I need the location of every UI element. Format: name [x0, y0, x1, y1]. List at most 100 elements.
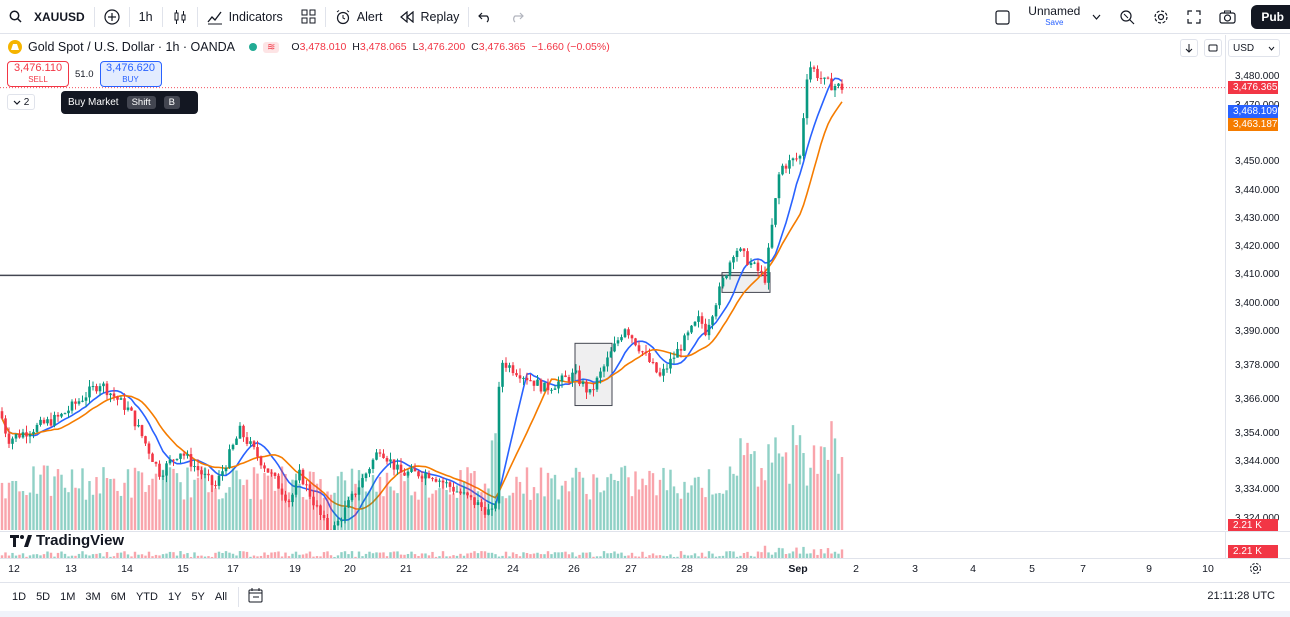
range-ytd[interactable]: YTD: [135, 590, 158, 603]
chart-type-button[interactable]: [163, 0, 197, 34]
volume-pane-bar: [494, 554, 497, 558]
volume-pane-bar: [515, 554, 518, 558]
range-1y[interactable]: 1Y: [167, 590, 182, 603]
candle: [347, 497, 350, 508]
candle: [385, 455, 389, 465]
price-tick: 3,378.000: [1235, 359, 1280, 371]
range-all[interactable]: All: [214, 590, 228, 603]
arrow-down-icon: [1185, 43, 1193, 53]
volume-bar: [77, 488, 81, 530]
indicator-collapse-button[interactable]: 2: [7, 94, 35, 110]
price-axis[interactable]: 3,490.0003,480.0003,470.0003,450.0003,44…: [1225, 35, 1290, 532]
templates-button[interactable]: [292, 0, 325, 34]
volume-bar: [630, 496, 634, 530]
volume-bar: [196, 477, 200, 530]
sell-button[interactable]: 3,476.110 SELL: [7, 61, 69, 87]
price-tick: 3,344.000: [1235, 456, 1280, 468]
volume-bar: [270, 469, 273, 530]
candle: [46, 416, 49, 426]
undo-button[interactable]: [469, 0, 501, 34]
volume-pane-bar: [550, 554, 553, 558]
quick-search-button[interactable]: [1110, 0, 1144, 34]
price-tick: 3,366.000: [1235, 393, 1280, 405]
candle: [406, 469, 410, 478]
interval-button[interactable]: 1h: [130, 0, 162, 34]
volume-pane-bar: [231, 553, 235, 558]
snapshot-button[interactable]: [1210, 0, 1245, 34]
volume-pane-bar: [333, 556, 336, 558]
candle: [543, 382, 546, 392]
candle: [42, 417, 46, 425]
volume-pane-bar: [35, 554, 39, 558]
volume-bar: [105, 478, 109, 530]
rewind-icon: [400, 10, 415, 23]
indicators-label: Indicators: [228, 9, 283, 24]
volume-bar: [837, 473, 840, 530]
clock[interactable]: 21:11:28 UTC: [1207, 590, 1275, 602]
go-to-date-button[interactable]: [239, 587, 273, 606]
volume-pane-bar: [137, 554, 140, 558]
candle: [322, 510, 326, 521]
indicators-button[interactable]: Indicators: [198, 0, 292, 34]
volume-pane-bar: [585, 552, 588, 558]
buy-button[interactable]: 3,476.620 BUY: [99, 61, 162, 87]
timezone-settings-button[interactable]: [1249, 562, 1262, 578]
settings-button[interactable]: [1144, 0, 1178, 34]
volume-pane-bar: [413, 554, 417, 558]
volume-bar: [539, 467, 543, 530]
candle: [336, 518, 340, 526]
range-5d[interactable]: 5D: [36, 590, 51, 603]
volume-bar: [707, 469, 711, 530]
candle: [816, 65, 819, 81]
candle: [550, 388, 553, 394]
tradingview-logo[interactable]: TradingView: [10, 532, 124, 549]
range-5y[interactable]: 5Y: [191, 590, 205, 603]
candle: [490, 502, 494, 516]
volume-pane[interactable]: [0, 531, 1225, 558]
candle: [56, 412, 60, 422]
layout-menu[interactable]: Unnamed Save: [1019, 0, 1110, 34]
volume-bar: [609, 473, 613, 530]
candle: [207, 469, 210, 482]
compare-button[interactable]: [95, 0, 129, 34]
chart-pane[interactable]: [0, 35, 1225, 530]
symbol-search[interactable]: XAUUSD: [0, 0, 94, 34]
candle: [11, 436, 14, 450]
time-axis[interactable]: 12 13 14 15 17 19 20 21 22 24 26 27 28 29 Sep 2 3 4 5 7 9 10: [0, 558, 1290, 580]
candle: [606, 351, 609, 372]
candle: [578, 365, 581, 387]
redo-button[interactable]: [501, 0, 533, 34]
layout-toggle[interactable]: [986, 0, 1019, 34]
range-1d[interactable]: 1D: [12, 590, 27, 603]
price-chart[interactable]: [0, 35, 1225, 530]
volume-pane-bar: [60, 551, 63, 558]
volume-pane-bar: [623, 555, 627, 558]
scroll-to-end-button[interactable]: [1180, 39, 1198, 57]
volume-pane-bar: [123, 551, 126, 558]
legend-title[interactable]: Gold Spot / U.S. Dollar · 1h · OANDA: [28, 40, 236, 54]
volume-pane-bar: [298, 554, 301, 558]
volume-pane-bar: [210, 556, 214, 558]
gold-coin-icon: [8, 40, 22, 54]
range-6m[interactable]: 6M: [110, 590, 126, 603]
currency-select[interactable]: USD: [1228, 39, 1280, 57]
publish-button[interactable]: Pub: [1251, 5, 1290, 29]
candle: [158, 460, 161, 480]
volume-bar: [130, 497, 133, 530]
volume-pane-bar: [221, 552, 224, 558]
alert-label: Alert: [356, 9, 383, 24]
volume-bar: [172, 468, 175, 530]
range-3m[interactable]: 3M: [85, 590, 101, 603]
candle: [266, 468, 270, 473]
range-1m[interactable]: 1M: [60, 590, 76, 603]
volume-pane-bar: [144, 555, 147, 558]
volume-bar: [728, 466, 732, 530]
volume-bar: [578, 471, 581, 530]
volume-axis[interactable]: 2.21 K: [1225, 531, 1290, 558]
volume-pane-bar: [595, 556, 599, 558]
sync-button[interactable]: [1204, 39, 1222, 57]
fullscreen-button[interactable]: [1178, 0, 1210, 34]
volume-pane-bar: [620, 552, 623, 558]
alert-button[interactable]: Alert: [326, 0, 392, 34]
replay-button[interactable]: Replay: [391, 0, 468, 34]
